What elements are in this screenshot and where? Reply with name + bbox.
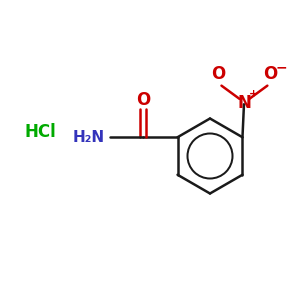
Text: H₂N: H₂N <box>73 130 105 145</box>
Text: N: N <box>237 94 251 112</box>
Text: +: + <box>249 89 258 99</box>
Text: HCl: HCl <box>25 123 56 141</box>
Text: −: − <box>276 60 288 74</box>
Text: O: O <box>212 65 226 83</box>
Text: O: O <box>136 91 150 109</box>
Text: O: O <box>263 65 278 83</box>
